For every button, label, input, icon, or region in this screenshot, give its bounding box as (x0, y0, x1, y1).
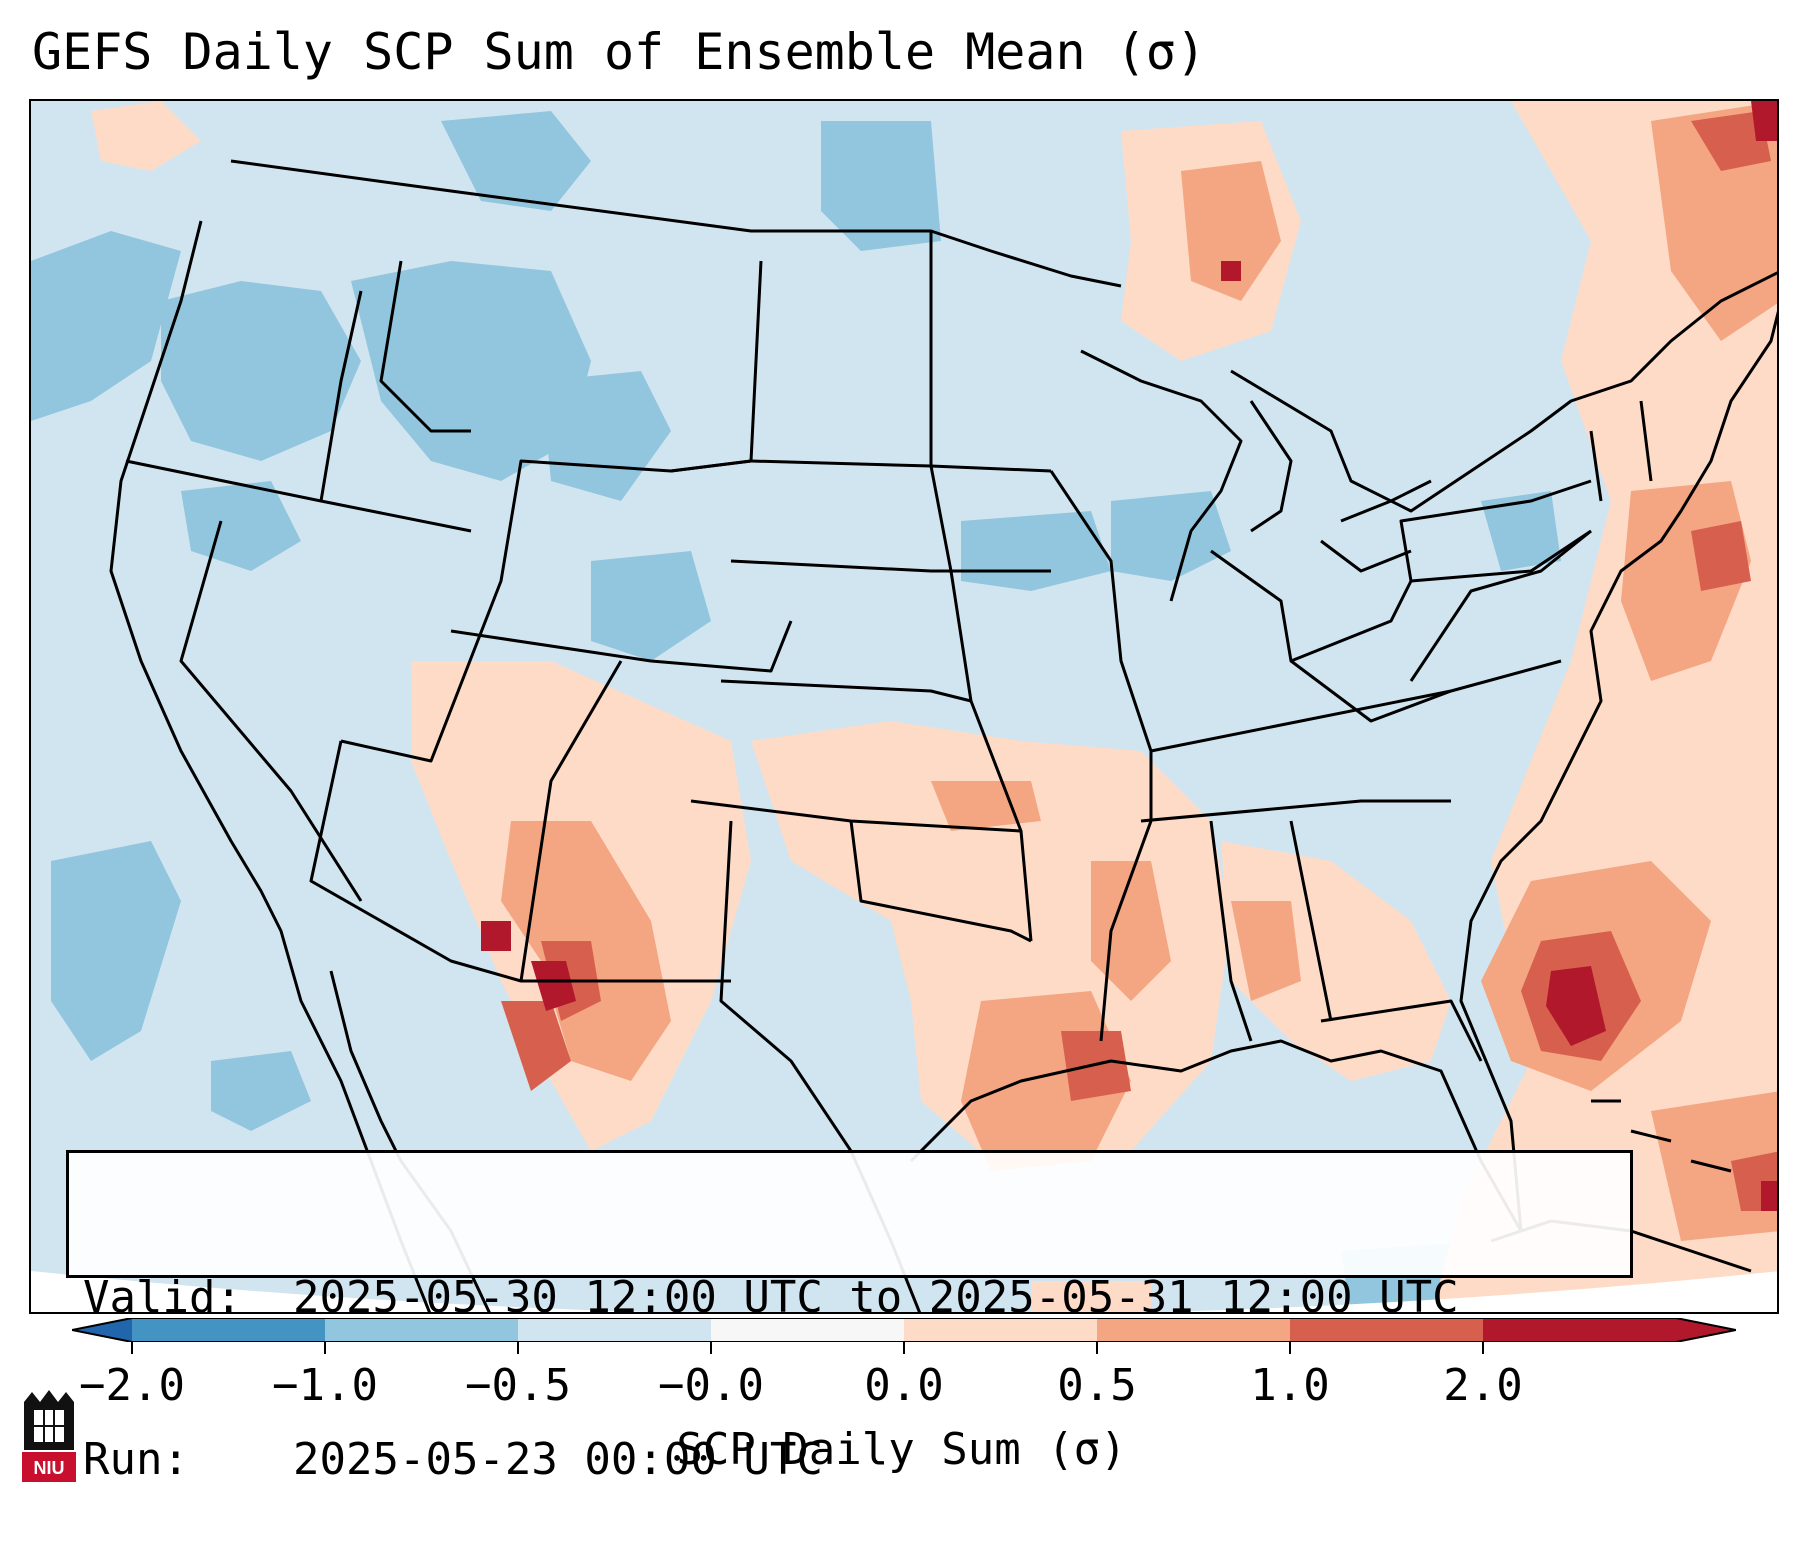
colorbar-tick-mark (324, 1342, 326, 1354)
colorbar-tick-mark (517, 1342, 519, 1354)
colorbar-tick-label: −1.0 (272, 1360, 378, 1411)
positive-anomaly-field-max (481, 101, 1777, 1211)
valid-row: Valid: 2025-05-30 12:00 UTC to 2025-05-31… (83, 1271, 1616, 1325)
colorbar-segment (1290, 1318, 1484, 1342)
colorbar-tick-mark (1482, 1342, 1484, 1354)
colorbar-over-arrow (1676, 1318, 1736, 1342)
run-label: Run: (83, 1434, 189, 1485)
colorbar-tick-label: 0.5 (1057, 1360, 1137, 1411)
colorbar-segment (1483, 1318, 1677, 1342)
niu-logo-icon: NIU (22, 1390, 76, 1482)
valid-value: 2025-05-30 12:00 UTC to 2025-05-31 12:00… (293, 1272, 1459, 1323)
colorbar-tick-label: 2.0 (1443, 1360, 1523, 1411)
run-row: Run: 2025-05-23 00:00 UTC (83, 1433, 1616, 1487)
colorbar-tick-mark (1096, 1342, 1098, 1354)
colorbar-segment (711, 1318, 905, 1342)
colorbar-tick-label: 1.0 (1250, 1360, 1330, 1411)
colorbar-segment (904, 1318, 1098, 1342)
colorbar-label: SCP Daily Sum (σ) (676, 1424, 1127, 1475)
validity-info-box: Valid: 2025-05-30 12:00 UTC to 2025-05-31… (66, 1150, 1633, 1485)
colorbar-segment (325, 1318, 519, 1342)
map-title: GEFS Daily SCP Sum of Ensemble Mean (σ) (32, 23, 1206, 81)
run-value: 2025-05-23 00:00 UTC (293, 1434, 823, 1485)
projection-edge (31, 1271, 1777, 1312)
colorbar-tick-label: −0.5 (465, 1360, 571, 1411)
colorbar-segment (132, 1318, 326, 1342)
colorbar-tick-label: 0.0 (864, 1360, 944, 1411)
map-canvas (31, 101, 1777, 1312)
colorbar-tick-mark (1289, 1342, 1291, 1354)
colorbar-segment (518, 1318, 712, 1342)
map-panel (29, 99, 1779, 1314)
colorbar-tick-mark (131, 1342, 133, 1354)
colorbar-tick-mark (710, 1342, 712, 1354)
colorbar-tick-label: −2.0 (79, 1360, 185, 1411)
valid-label: Valid: (83, 1272, 242, 1323)
colorbar (72, 1318, 1736, 1342)
state-borders (109, 159, 1777, 1312)
colorbar-tick-mark (903, 1342, 905, 1354)
colorbar-tick-label: −0.0 (658, 1360, 764, 1411)
colorbar-under-arrow (72, 1318, 132, 1342)
colorbar-segment (1097, 1318, 1291, 1342)
logo-text: NIU (34, 1458, 65, 1478)
